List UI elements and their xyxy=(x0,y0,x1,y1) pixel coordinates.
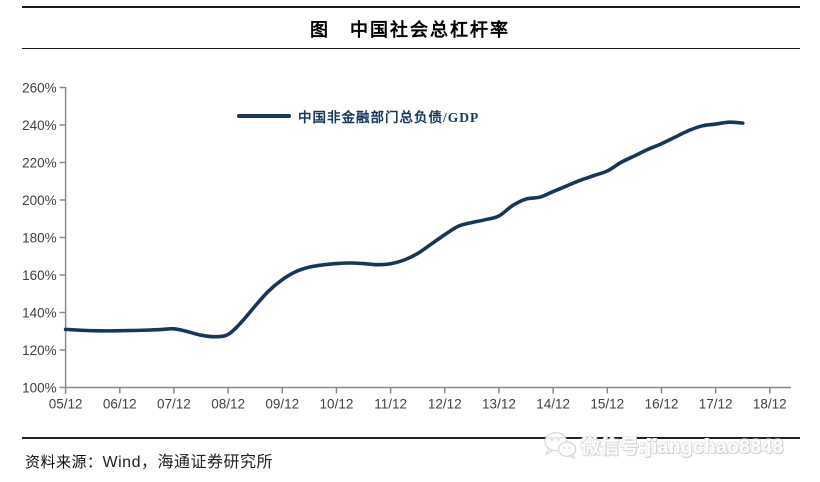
svg-text:13/12: 13/12 xyxy=(482,397,516,412)
svg-text:100%: 100% xyxy=(22,380,57,395)
watermark-text: 微信号:jiangchao8848 xyxy=(581,436,784,458)
svg-text:240%: 240% xyxy=(22,118,57,133)
svg-text:220%: 220% xyxy=(22,155,57,170)
svg-text:11/12: 11/12 xyxy=(374,397,407,412)
chart-legend: 中国非金融部门总负债/GDP xyxy=(237,107,479,125)
footer-divider xyxy=(22,437,800,439)
legend-label: 中国非金融部门总负债/GDP xyxy=(298,110,480,125)
svg-text:18/12: 18/12 xyxy=(753,397,787,412)
svg-text:05/12: 05/12 xyxy=(49,397,83,412)
wechat-watermark: 微信号:jiangchao8848 xyxy=(543,426,815,464)
svg-text:12/12: 12/12 xyxy=(428,397,462,412)
svg-text:200%: 200% xyxy=(22,193,57,208)
svg-text:17/12: 17/12 xyxy=(699,397,733,412)
wechat-icon xyxy=(544,432,577,459)
svg-text:07/12: 07/12 xyxy=(157,397,191,412)
svg-text:09/12: 09/12 xyxy=(265,397,299,412)
svg-text:16/12: 16/12 xyxy=(645,397,679,412)
source-text: Wind，海通证券研究所 xyxy=(102,454,273,471)
svg-text:140%: 140% xyxy=(22,305,57,320)
svg-text:08/12: 08/12 xyxy=(211,397,245,412)
top-divider xyxy=(22,6,800,8)
svg-text:180%: 180% xyxy=(22,230,57,245)
svg-text:120%: 120% xyxy=(22,343,57,358)
svg-text:14/12: 14/12 xyxy=(536,397,570,412)
svg-text:160%: 160% xyxy=(22,268,57,283)
source-label: 资料来源： xyxy=(25,455,103,471)
title-divider xyxy=(22,48,800,49)
legend-line-swatch xyxy=(237,114,291,118)
figure-title: 图 中国社会总杠杆率 xyxy=(310,20,510,40)
svg-text:15/12: 15/12 xyxy=(590,397,624,412)
svg-text:06/12: 06/12 xyxy=(103,397,137,412)
svg-text:260%: 260% xyxy=(22,80,57,95)
source-note: 资料来源：Wind，海通证券研究所 xyxy=(25,448,273,472)
svg-text:10/12: 10/12 xyxy=(320,397,354,412)
